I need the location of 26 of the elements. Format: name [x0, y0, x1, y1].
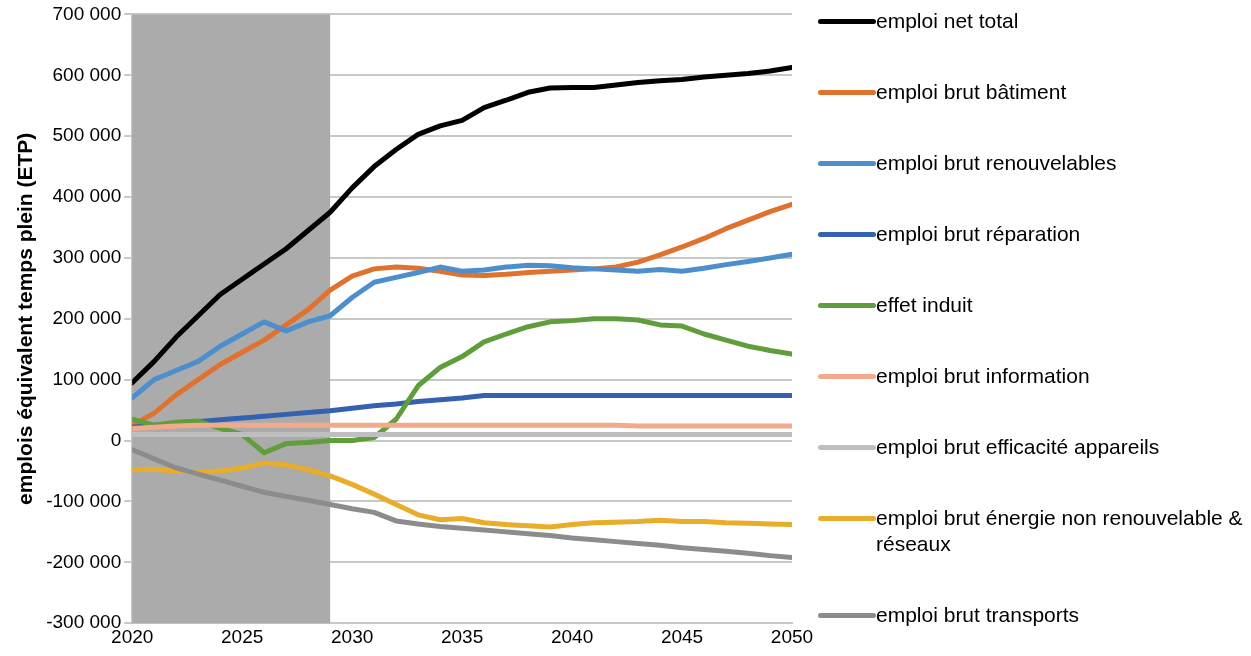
y-tick-label: 500 000: [52, 124, 122, 146]
x-tick-label: 2050: [770, 625, 814, 647]
legend-label: emploi brut réparation: [876, 221, 1081, 247]
legend-label: emploi brut énergie non renouvelable & réseaux: [876, 505, 1244, 557]
x-tick-label: 2035: [440, 625, 484, 647]
legend-label: emploi brut efficacité appareils: [876, 434, 1160, 460]
y-tick-label: 0: [110, 428, 122, 450]
y-axis-title: emplois équivalent temps plein (ETP): [13, 132, 37, 505]
legend-label: emploi net total: [876, 8, 1019, 34]
y-tick-label: 700 000: [52, 2, 122, 24]
x-tick-label: 2025: [221, 625, 264, 647]
y-tick-label: 300 000: [52, 246, 122, 268]
y-tick-label: 600 000: [52, 63, 122, 85]
x-tick-label: 2040: [550, 625, 594, 647]
legend-label: emploi brut information: [876, 363, 1090, 389]
legend-label: effet induit: [876, 292, 973, 318]
legend-label: emploi brut renouvelables: [876, 150, 1117, 176]
y-tick-label: 400 000: [52, 185, 122, 207]
y-tick-label: 200 000: [52, 307, 122, 329]
legend-label: emploi brut bâtiment: [876, 79, 1067, 105]
legend-label: emploi brut transports: [876, 602, 1080, 628]
y-tick-label: -200 000: [46, 550, 122, 572]
y-tick-label: 100 000: [52, 367, 122, 389]
x-tick-label: 2045: [660, 625, 704, 647]
y-tick-label: -100 000: [46, 489, 122, 511]
x-tick-label: 2030: [331, 625, 374, 647]
